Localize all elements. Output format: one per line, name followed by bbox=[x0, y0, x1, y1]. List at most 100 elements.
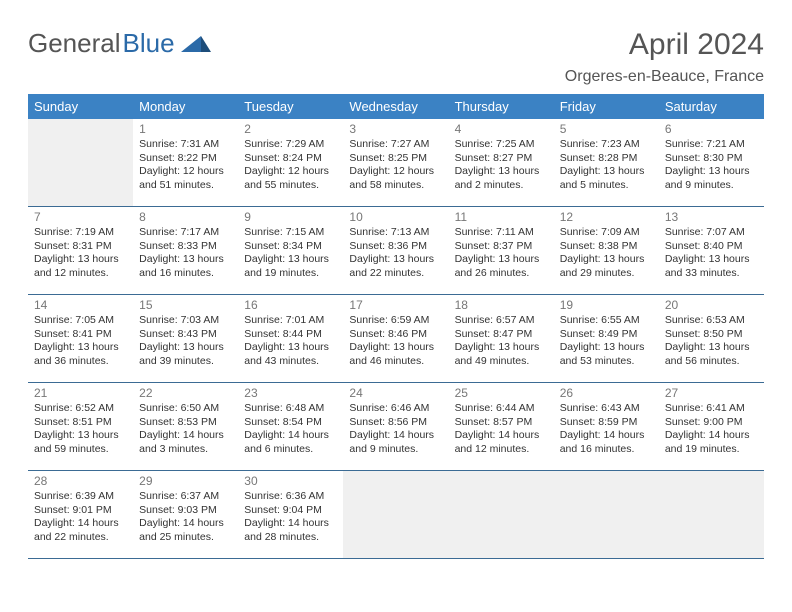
day-number: 18 bbox=[455, 298, 548, 312]
sunrise-line: Sunrise: 7:27 AM bbox=[349, 138, 442, 152]
sunrise-line: Sunrise: 6:53 AM bbox=[665, 314, 758, 328]
day-number: 12 bbox=[560, 210, 653, 224]
sunrise-line: Sunrise: 6:50 AM bbox=[139, 402, 232, 416]
day-header: Thursday bbox=[449, 94, 554, 119]
sunrise-line: Sunrise: 7:01 AM bbox=[244, 314, 337, 328]
calendar-day-cell: 4Sunrise: 7:25 AMSunset: 8:27 PMDaylight… bbox=[449, 119, 554, 207]
calendar-day-cell bbox=[659, 471, 764, 559]
daylight-line: Daylight: 12 hours and 51 minutes. bbox=[139, 165, 232, 192]
day-number: 8 bbox=[139, 210, 232, 224]
calendar-header-row: SundayMondayTuesdayWednesdayThursdayFrid… bbox=[28, 94, 764, 119]
logo: GeneralBlue bbox=[28, 28, 211, 59]
month-title: April 2024 bbox=[565, 28, 764, 62]
calendar-day-cell: 17Sunrise: 6:59 AMSunset: 8:46 PMDayligh… bbox=[343, 295, 448, 383]
sunrise-line: Sunrise: 6:55 AM bbox=[560, 314, 653, 328]
sunrise-line: Sunrise: 7:07 AM bbox=[665, 226, 758, 240]
sunrise-line: Sunrise: 6:39 AM bbox=[34, 490, 127, 504]
calendar-day-cell: 9Sunrise: 7:15 AMSunset: 8:34 PMDaylight… bbox=[238, 207, 343, 295]
sunrise-line: Sunrise: 6:43 AM bbox=[560, 402, 653, 416]
calendar-day-cell: 28Sunrise: 6:39 AMSunset: 9:01 PMDayligh… bbox=[28, 471, 133, 559]
day-header: Wednesday bbox=[343, 94, 448, 119]
sunset-line: Sunset: 8:47 PM bbox=[455, 328, 548, 342]
daylight-line: Daylight: 13 hours and 59 minutes. bbox=[34, 429, 127, 456]
calendar-day-cell: 11Sunrise: 7:11 AMSunset: 8:37 PMDayligh… bbox=[449, 207, 554, 295]
day-number: 7 bbox=[34, 210, 127, 224]
calendar-day-cell: 20Sunrise: 6:53 AMSunset: 8:50 PMDayligh… bbox=[659, 295, 764, 383]
sunset-line: Sunset: 8:27 PM bbox=[455, 152, 548, 166]
sunrise-line: Sunrise: 7:17 AM bbox=[139, 226, 232, 240]
calendar-table: SundayMondayTuesdayWednesdayThursdayFrid… bbox=[28, 94, 764, 559]
day-number: 14 bbox=[34, 298, 127, 312]
calendar-day-cell: 29Sunrise: 6:37 AMSunset: 9:03 PMDayligh… bbox=[133, 471, 238, 559]
sunset-line: Sunset: 8:50 PM bbox=[665, 328, 758, 342]
calendar-day-cell: 10Sunrise: 7:13 AMSunset: 8:36 PMDayligh… bbox=[343, 207, 448, 295]
sunrise-line: Sunrise: 7:19 AM bbox=[34, 226, 127, 240]
logo-triangle-icon bbox=[181, 28, 211, 59]
day-number: 23 bbox=[244, 386, 337, 400]
daylight-line: Daylight: 12 hours and 55 minutes. bbox=[244, 165, 337, 192]
sunrise-line: Sunrise: 7:11 AM bbox=[455, 226, 548, 240]
calendar-day-cell: 5Sunrise: 7:23 AMSunset: 8:28 PMDaylight… bbox=[554, 119, 659, 207]
sunrise-line: Sunrise: 6:41 AM bbox=[665, 402, 758, 416]
daylight-line: Daylight: 14 hours and 9 minutes. bbox=[349, 429, 442, 456]
sunrise-line: Sunrise: 7:31 AM bbox=[139, 138, 232, 152]
sunset-line: Sunset: 8:25 PM bbox=[349, 152, 442, 166]
daylight-line: Daylight: 13 hours and 56 minutes. bbox=[665, 341, 758, 368]
calendar-day-cell: 1 Sunrise: 7:31 AMSunset: 8:22 PMDaylight… bbox=[133, 119, 238, 207]
calendar-day-cell bbox=[554, 471, 659, 559]
daylight-line: Daylight: 12 hours and 58 minutes. bbox=[349, 165, 442, 192]
day-number: 9 bbox=[244, 210, 337, 224]
sunset-line: Sunset: 9:04 PM bbox=[244, 504, 337, 518]
sunrise-line: Sunrise: 6:36 AM bbox=[244, 490, 337, 504]
sunset-line: Sunset: 8:56 PM bbox=[349, 416, 442, 430]
calendar-day-cell: 21Sunrise: 6:52 AMSunset: 8:51 PMDayligh… bbox=[28, 383, 133, 471]
daylight-line: Daylight: 14 hours and 6 minutes. bbox=[244, 429, 337, 456]
calendar-day-cell: 16Sunrise: 7:01 AMSunset: 8:44 PMDayligh… bbox=[238, 295, 343, 383]
sunset-line: Sunset: 8:43 PM bbox=[139, 328, 232, 342]
calendar-week-row: 7Sunrise: 7:19 AMSunset: 8:31 PMDaylight… bbox=[28, 207, 764, 295]
sunrise-line: Sunrise: 7:15 AM bbox=[244, 226, 337, 240]
sunrise-line: Sunrise: 7:21 AM bbox=[665, 138, 758, 152]
daylight-line: Daylight: 13 hours and 22 minutes. bbox=[349, 253, 442, 280]
calendar-day-cell: 2Sunrise: 7:29 AMSunset: 8:24 PMDaylight… bbox=[238, 119, 343, 207]
day-number: 1 bbox=[139, 122, 232, 136]
calendar-day-cell bbox=[449, 471, 554, 559]
sunset-line: Sunset: 8:30 PM bbox=[665, 152, 758, 166]
calendar-week-row: 14Sunrise: 7:05 AMSunset: 8:41 PMDayligh… bbox=[28, 295, 764, 383]
day-number: 22 bbox=[139, 386, 232, 400]
sunset-line: Sunset: 8:28 PM bbox=[560, 152, 653, 166]
sunset-line: Sunset: 8:49 PM bbox=[560, 328, 653, 342]
sunset-line: Sunset: 8:24 PM bbox=[244, 152, 337, 166]
day-number: 6 bbox=[665, 122, 758, 136]
sunset-line: Sunset: 8:41 PM bbox=[34, 328, 127, 342]
sunrise-line: Sunrise: 6:48 AM bbox=[244, 402, 337, 416]
daylight-line: Daylight: 14 hours and 28 minutes. bbox=[244, 517, 337, 544]
day-header: Sunday bbox=[28, 94, 133, 119]
day-number: 16 bbox=[244, 298, 337, 312]
sunset-line: Sunset: 8:37 PM bbox=[455, 240, 548, 254]
calendar-day-cell: 7Sunrise: 7:19 AMSunset: 8:31 PMDaylight… bbox=[28, 207, 133, 295]
calendar-week-row: 28Sunrise: 6:39 AMSunset: 9:01 PMDayligh… bbox=[28, 471, 764, 559]
day-number: 10 bbox=[349, 210, 442, 224]
day-number: 13 bbox=[665, 210, 758, 224]
sunset-line: Sunset: 8:38 PM bbox=[560, 240, 653, 254]
day-number: 28 bbox=[34, 474, 127, 488]
sunset-line: Sunset: 8:34 PM bbox=[244, 240, 337, 254]
daylight-line: Daylight: 13 hours and 16 minutes. bbox=[139, 253, 232, 280]
daylight-line: Daylight: 13 hours and 9 minutes. bbox=[665, 165, 758, 192]
calendar-day-cell: 12Sunrise: 7:09 AMSunset: 8:38 PMDayligh… bbox=[554, 207, 659, 295]
sunset-line: Sunset: 8:36 PM bbox=[349, 240, 442, 254]
sunset-line: Sunset: 8:22 PM bbox=[139, 152, 232, 166]
calendar-day-cell: 18Sunrise: 6:57 AMSunset: 8:47 PMDayligh… bbox=[449, 295, 554, 383]
daylight-line: Daylight: 13 hours and 12 minutes. bbox=[34, 253, 127, 280]
daylight-line: Daylight: 13 hours and 5 minutes. bbox=[560, 165, 653, 192]
sunset-line: Sunset: 8:33 PM bbox=[139, 240, 232, 254]
daylight-line: Daylight: 13 hours and 46 minutes. bbox=[349, 341, 442, 368]
day-number: 21 bbox=[34, 386, 127, 400]
day-header: Monday bbox=[133, 94, 238, 119]
calendar-week-row: 1Sunrise: 7:31 AMSunset: 8:22 PMDaylight… bbox=[28, 119, 764, 207]
sunrise-line: Sunrise: 6:52 AM bbox=[34, 402, 127, 416]
title-block: April 2024 Orgeres-en-Beauce, France bbox=[565, 28, 764, 86]
day-header: Tuesday bbox=[238, 94, 343, 119]
sunrise-line: Sunrise: 6:37 AM bbox=[139, 490, 232, 504]
